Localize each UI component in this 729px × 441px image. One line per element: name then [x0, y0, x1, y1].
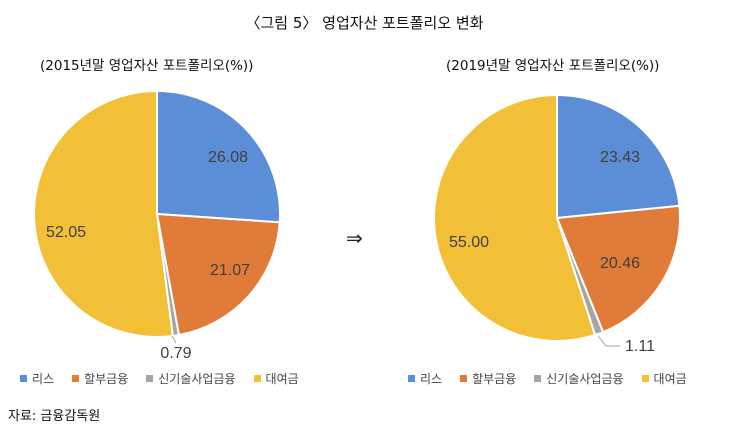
legend-item-lease: 리스: [408, 370, 442, 387]
legend-swatch: [641, 375, 649, 382]
slice-loans: [33, 89, 174, 338]
legend-label: 리스: [420, 372, 443, 386]
slice-loans: [433, 93, 597, 342]
legend-item-new-tech: 신기술사업금융: [534, 370, 624, 387]
legend-item-lease: 리스: [20, 370, 54, 387]
legend-2015: 리스 할부금융 신기술사업금융 대여금: [20, 370, 299, 387]
legend-label: 대여금: [653, 372, 687, 386]
source-note: 자료: 금융감독원: [8, 409, 101, 424]
data-label: 21.07: [210, 262, 250, 279]
legend-2019: 리스 할부금융 신기술사업금융 대여금: [408, 370, 687, 387]
legend-swatch: [253, 375, 261, 382]
data-label: 55.00: [449, 234, 489, 251]
legend-label: 리스: [32, 372, 55, 386]
legend-label: 신기술사업금융: [546, 372, 624, 386]
legend-label: 신기술사업금융: [158, 372, 236, 386]
legend-swatch: [408, 375, 415, 382]
leader-line: [171, 335, 177, 344]
legend-item-installment: 할부금융: [460, 370, 516, 387]
legend-label: 할부금융: [84, 372, 129, 386]
legend-label: 대여금: [265, 372, 299, 386]
legend-swatch: [460, 375, 468, 382]
slice-installment: [155, 212, 281, 337]
data-label: 23.43: [600, 149, 640, 166]
chart-title-2015: (2015년말 영업자산 포트폴리오(%)): [40, 58, 254, 74]
slice-installment: [555, 204, 681, 334]
data-label: 1.11: [625, 338, 655, 355]
data-label: 0.79: [160, 345, 191, 362]
legend-item-new-tech: 신기술사업금융: [146, 370, 236, 387]
legend-swatch: [20, 375, 27, 382]
legend-swatch: [534, 375, 542, 382]
leader-line: [597, 335, 620, 347]
legend-item-loans: 대여금: [641, 370, 687, 387]
figure-title: 〈그림 5〉 영업자산 포트폴리오 변화: [245, 14, 484, 32]
slice-lease: [156, 89, 281, 224]
legend-item-installment: 할부금융: [72, 370, 128, 387]
legend-item-loans: 대여금: [253, 370, 299, 387]
chart-title-2019: (2019년말 영업자산 포트폴리오(%)): [446, 58, 660, 74]
data-label: 20.46: [600, 255, 640, 272]
data-label: 52.05: [46, 224, 86, 241]
data-label: 26.08: [208, 149, 248, 166]
legend-swatch: [72, 375, 80, 382]
change-arrow: ⇒: [346, 226, 363, 250]
legend-label: 할부금융: [472, 372, 517, 386]
legend-swatch: [146, 375, 154, 382]
slice-lease: [556, 93, 681, 220]
